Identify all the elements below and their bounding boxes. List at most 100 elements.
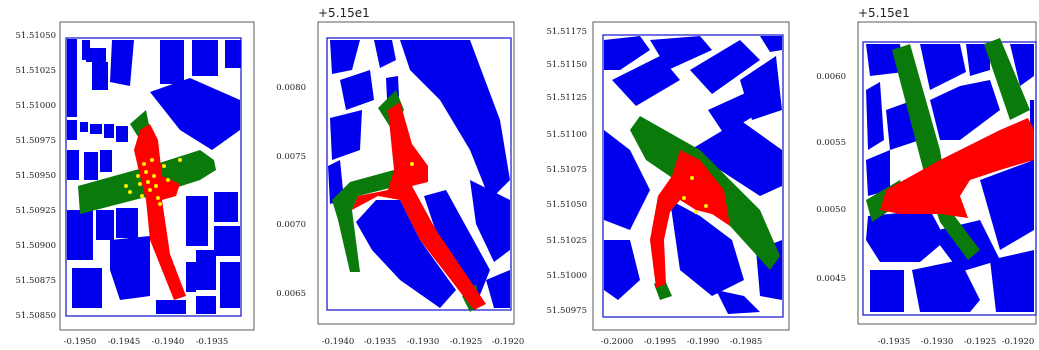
x-tick-label: -0.1940 <box>152 337 185 347</box>
buildings <box>604 36 782 314</box>
point <box>694 210 698 214</box>
building <box>192 40 218 76</box>
building <box>990 250 1034 312</box>
point <box>690 176 694 180</box>
building <box>116 126 128 142</box>
point <box>682 196 686 200</box>
building <box>486 270 510 308</box>
building <box>86 48 106 62</box>
y-tick-label: 0.0075 <box>276 152 306 162</box>
x-tick-label: -0.1925 <box>450 337 483 347</box>
green-zone <box>332 170 398 272</box>
y-tick-labels: 0.0060 0.0055 0.0050 0.0045 <box>816 72 846 284</box>
building <box>470 180 510 262</box>
y-tick-label: 0.0045 <box>816 274 846 284</box>
x-tick-label: -0.1930 <box>407 337 440 347</box>
building <box>225 40 241 68</box>
y-tick-label: 51.50975 <box>15 136 56 146</box>
building <box>82 40 90 60</box>
point <box>704 204 708 208</box>
y-tick-label: 51.51075 <box>546 165 587 175</box>
building <box>186 262 196 292</box>
buildings <box>67 39 241 314</box>
x-tick-label: -0.1935 <box>364 337 397 347</box>
y-tick-label: 51.50925 <box>15 206 56 216</box>
point <box>138 182 142 186</box>
point-markers <box>682 176 708 214</box>
building <box>604 240 640 300</box>
building <box>604 36 650 70</box>
point <box>128 190 132 194</box>
red-zone <box>650 150 730 288</box>
x-tick-label: -0.1985 <box>730 337 763 347</box>
building <box>690 120 782 196</box>
extent-box <box>602 34 784 318</box>
y-tick-label: 51.50900 <box>15 241 56 251</box>
building <box>196 250 216 290</box>
y-tick-label: 51.51025 <box>15 66 56 76</box>
buildings <box>866 44 1034 312</box>
x-tick-label: -0.1935 <box>196 337 229 347</box>
building <box>920 44 966 90</box>
building <box>110 40 134 86</box>
point <box>156 196 160 200</box>
x-tick-label: -0.1920 <box>1002 337 1035 347</box>
building <box>866 150 890 196</box>
building <box>110 236 150 300</box>
axes-frame <box>317 21 515 325</box>
building <box>650 36 712 70</box>
point <box>142 162 146 166</box>
building <box>374 40 396 68</box>
building <box>67 150 79 180</box>
y-tick-label: 51.50850 <box>15 311 56 321</box>
red-zone <box>880 118 1034 218</box>
y-tick-label: 0.0070 <box>276 220 306 230</box>
y-tick-label: 51.50875 <box>15 276 56 286</box>
building <box>67 120 77 140</box>
building <box>708 90 764 134</box>
offset-text: +5.15e1 <box>858 6 910 20</box>
y-tick-label: 51.51150 <box>546 60 587 70</box>
building <box>980 160 1034 250</box>
building <box>930 80 1000 140</box>
offset-text: +5.15e1 <box>318 6 370 20</box>
point <box>140 194 144 198</box>
point <box>146 180 150 184</box>
x-tick-labels: -0.1935 -0.1930 -0.1925 -0.1920 <box>878 337 1035 347</box>
building <box>150 78 240 150</box>
point <box>136 174 140 178</box>
green-zone <box>984 38 1030 120</box>
map-panel-1: 51.51050 51.51025 51.51000 51.50975 51.5… <box>15 21 255 347</box>
building <box>356 200 456 308</box>
y-tick-label: 51.51025 <box>546 236 587 246</box>
x-tick-label: -0.1940 <box>322 337 355 347</box>
x-tick-label: -0.2000 <box>601 337 634 347</box>
y-tick-label: 51.51125 <box>546 93 587 103</box>
building <box>612 56 680 106</box>
y-tick-label: 51.51100 <box>546 130 587 140</box>
building <box>67 210 93 260</box>
building <box>866 82 884 150</box>
y-tick-label: 51.50975 <box>546 306 587 316</box>
building <box>156 300 186 314</box>
y-tick-labels: 51.51175 51.51150 51.51125 51.51100 51.5… <box>546 27 587 316</box>
y-tick-label: 51.51000 <box>546 271 587 281</box>
point <box>148 188 152 192</box>
red-zone <box>352 102 486 310</box>
x-tick-label: -0.1995 <box>644 337 677 347</box>
map-panel-3: 51.51175 51.51150 51.51125 51.51100 51.5… <box>546 21 790 347</box>
building <box>214 226 240 256</box>
building <box>330 40 360 74</box>
building <box>67 39 77 117</box>
building <box>944 288 968 312</box>
y-tick-label: 0.0050 <box>816 205 846 215</box>
building <box>92 62 108 90</box>
x-tick-labels: -0.2000 -0.1995 -0.1990 -0.1985 <box>601 337 763 347</box>
building <box>400 40 510 200</box>
map-panel-4: +5.15e1 0.0060 0.0055 0.0 <box>816 6 1037 347</box>
extent-box <box>862 41 1037 316</box>
x-tick-label: -0.1935 <box>878 337 911 347</box>
building <box>72 268 102 308</box>
building <box>420 40 440 60</box>
